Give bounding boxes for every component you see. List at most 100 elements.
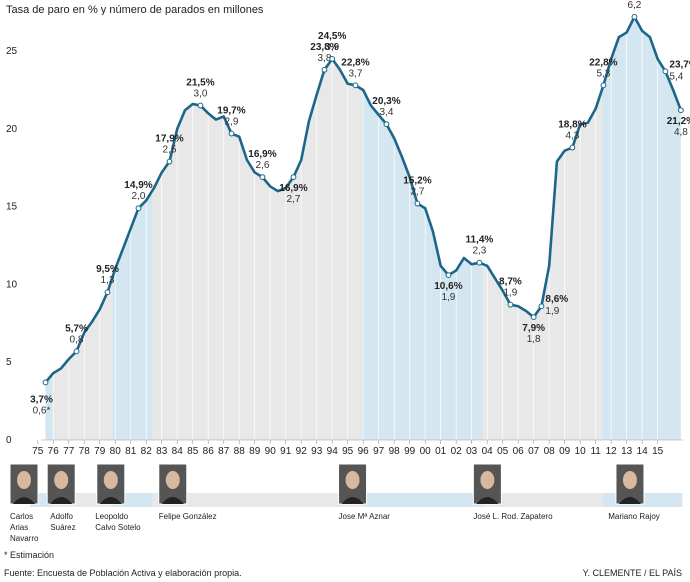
pm-name-label: Leopoldo xyxy=(95,512,128,521)
x-tick-label: 03 xyxy=(466,446,478,457)
parados-label: 0,6* xyxy=(33,405,51,416)
parados-label: 0,8 xyxy=(70,334,84,345)
data-point-marker xyxy=(73,348,80,355)
govt-timeline-bar xyxy=(361,493,483,507)
govt-period-area xyxy=(53,278,113,440)
pm-photo-face xyxy=(622,471,637,489)
pm-name-label: Adolfo xyxy=(50,512,73,521)
data-point-marker xyxy=(166,158,173,165)
pm-name-label: Arias xyxy=(10,523,28,532)
rate-label: 14,9% xyxy=(124,180,152,191)
y-tick-label: 20 xyxy=(6,124,18,135)
x-tick-label: 08 xyxy=(544,446,556,457)
x-tick-label: 80 xyxy=(110,446,122,457)
y-tick-label: 15 xyxy=(6,202,18,213)
footnote: * Estimación xyxy=(4,550,55,560)
x-tick-label: 01 xyxy=(435,446,447,457)
x-tick-label: 11 xyxy=(590,446,601,457)
pm-name-label: Calvo Sotelo xyxy=(95,523,141,532)
parados-label: 1,9 xyxy=(545,306,559,317)
x-tick-label: 00 xyxy=(420,446,432,457)
rate-label: 7,9% xyxy=(522,323,545,334)
data-point-marker xyxy=(197,102,204,109)
rate-label: 23,8% xyxy=(310,42,338,53)
rate-label: 22,8% xyxy=(589,57,617,68)
data-point-marker xyxy=(414,200,421,207)
x-tick-label: 13 xyxy=(621,446,633,457)
pm-photo-face xyxy=(345,471,360,489)
data-point-marker xyxy=(662,68,669,75)
rate-label: 10,6% xyxy=(434,281,462,292)
parados-label: 2,5 xyxy=(163,145,177,156)
source-note: Fuente: Encuesta de Población Activa y e… xyxy=(4,568,242,578)
data-point-marker xyxy=(290,174,297,181)
parados-label: 2,9 xyxy=(225,117,239,128)
rate-label: 21,2% xyxy=(667,116,690,127)
data-point-marker xyxy=(42,379,49,386)
x-tick-label: 85 xyxy=(187,446,199,457)
rate-label: 9,5% xyxy=(96,264,119,275)
data-point-marker xyxy=(678,107,684,114)
rate-label: 22,8% xyxy=(341,57,369,68)
rate-label: 11,4% xyxy=(466,235,494,246)
pm-photo-face xyxy=(165,471,180,489)
rate-label: 15,2% xyxy=(403,176,431,187)
govt-period-area xyxy=(361,89,483,441)
pm-name-label: Mariano Rajoy xyxy=(608,512,660,521)
govt-period-area xyxy=(152,58,362,441)
unemployment-line xyxy=(44,15,683,384)
left-mask xyxy=(26,15,46,440)
data-point-marker xyxy=(631,13,638,20)
parados-label: 3,7 xyxy=(348,68,362,79)
x-tick-label: 10 xyxy=(575,446,587,457)
pm-photo-suit xyxy=(618,497,641,504)
data-point-marker xyxy=(600,82,607,89)
pm-photo-suit xyxy=(476,497,499,504)
parados-label: 1,9 xyxy=(441,292,455,303)
y-tick-label: 5 xyxy=(6,357,12,368)
parados-label: 2,0 xyxy=(132,191,146,202)
data-point-marker xyxy=(259,174,266,181)
x-tick-label: 82 xyxy=(141,446,153,457)
x-tick-label: 76 xyxy=(48,446,60,457)
govt-timeline-bar xyxy=(152,493,362,507)
x-tick-label: 95 xyxy=(342,446,354,457)
x-tick-label: 91 xyxy=(280,446,292,457)
x-tick-label: 81 xyxy=(125,446,137,457)
data-point-marker xyxy=(321,66,328,73)
parados-label: 1,8 xyxy=(527,334,541,345)
data-point-marker xyxy=(538,303,545,310)
pm-photo-face xyxy=(17,471,31,489)
x-tick-label: 02 xyxy=(451,446,463,457)
x-tick-label: 79 xyxy=(94,446,106,457)
chart-title: Tasa de paro en % y número de parados en… xyxy=(6,4,264,16)
x-tick-label: 87 xyxy=(218,446,230,457)
rate-label: 16,9% xyxy=(279,183,307,194)
data-point-marker xyxy=(530,314,537,321)
parados-label: 5,3 xyxy=(596,68,610,79)
rate-label: 24,5% xyxy=(318,31,346,42)
parados-label: 2,7 xyxy=(410,187,424,198)
govt-period-area xyxy=(45,373,54,440)
x-tick-label: 92 xyxy=(296,446,308,457)
data-point-marker xyxy=(329,55,336,62)
pm-name-label: Carlos xyxy=(10,512,33,521)
pm-photo-suit xyxy=(161,497,184,504)
data-point-marker xyxy=(104,289,111,296)
x-tick-label: 06 xyxy=(513,446,525,457)
rate-label: 8,6% xyxy=(545,294,568,305)
pm-name-label: José L. Rod. Zapatero xyxy=(473,512,553,521)
x-tick-label: 98 xyxy=(389,446,401,457)
x-tick-label: 86 xyxy=(203,446,215,457)
y-tick-label: 0 xyxy=(6,435,12,446)
govt-period-area xyxy=(601,16,681,441)
data-point-marker xyxy=(228,130,235,137)
data-point-marker xyxy=(476,259,483,266)
rate-label: 19,7% xyxy=(217,106,245,117)
pm-name-label: Navarro xyxy=(10,534,39,543)
rate-label: 18,8% xyxy=(558,120,586,131)
x-tick-label: 09 xyxy=(559,446,571,457)
x-tick-label: 75 xyxy=(32,446,44,457)
x-tick-label: 84 xyxy=(172,446,184,457)
